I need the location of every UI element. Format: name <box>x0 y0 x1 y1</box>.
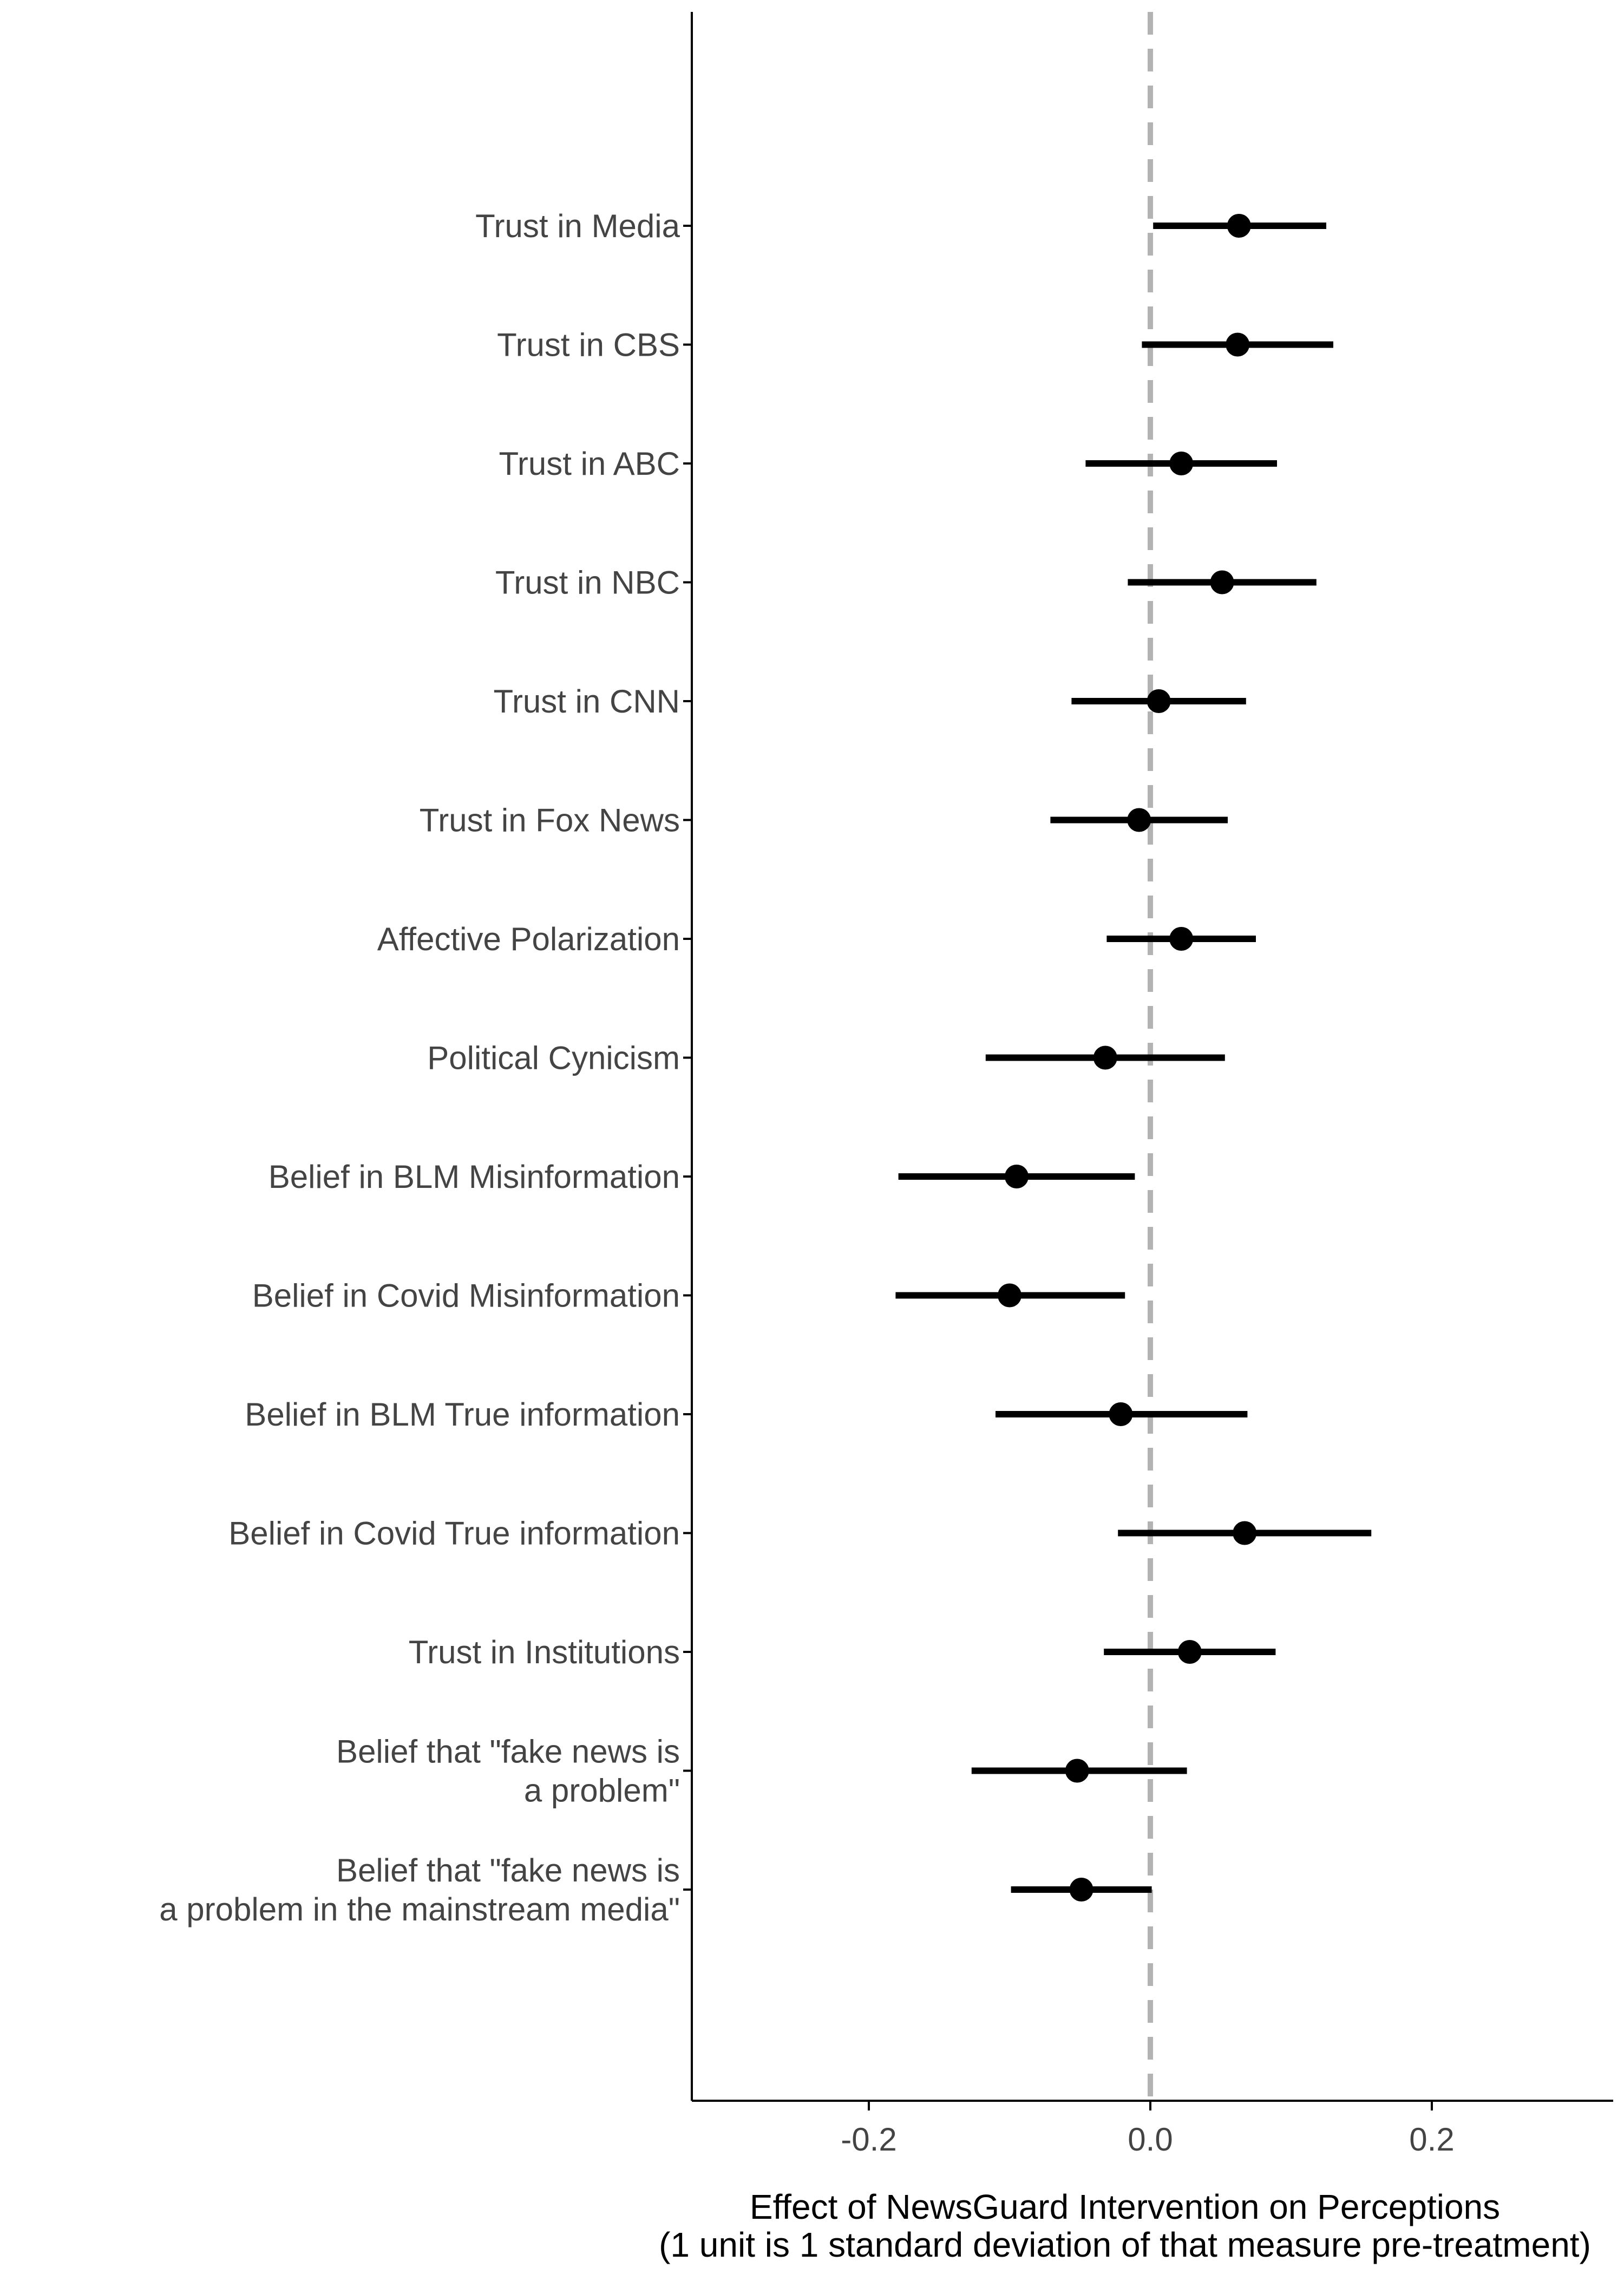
point-estimate <box>1227 214 1251 238</box>
x-tick-label: 0.2 <box>1409 2121 1454 2158</box>
category-label-line: Belief in Covid True information <box>228 1515 680 1552</box>
category-label: Belief that "fake news is a problem" <box>336 1734 680 1809</box>
category-label-line: a problem" <box>524 1773 680 1809</box>
category-label: Trust in CNN <box>494 683 680 720</box>
point-estimate <box>1233 1521 1257 1545</box>
category-label: Trust in Institutions <box>409 1634 680 1670</box>
point-estimate <box>1109 1402 1133 1426</box>
category-label-line: Trust in Media <box>475 208 680 244</box>
category-label: Trust in NBC <box>495 565 680 601</box>
point-estimate <box>998 1283 1021 1308</box>
category-label-line: Trust in Fox News <box>420 802 680 839</box>
x-axis-subtitle: (1 unit is 1 standard deviation of that … <box>659 2225 1591 2264</box>
category-label: Political Cynicism <box>427 1040 680 1076</box>
category-label: Belief in Covid True information <box>228 1515 680 1552</box>
category-label: Trust in Media <box>475 208 680 244</box>
point-estimate <box>1210 570 1234 594</box>
category-label-line: Political Cynicism <box>427 1040 680 1076</box>
category-label-line: Trust in CNN <box>494 683 680 720</box>
category-label: Trust in CBS <box>497 327 680 363</box>
point-estimate <box>1005 1165 1029 1188</box>
x-tick-label: -0.2 <box>841 2121 896 2158</box>
point-estimate <box>1069 1878 1093 1901</box>
category-label: Belief in Covid Misinformation <box>252 1278 680 1314</box>
point-estimate <box>1169 927 1194 951</box>
category-label-line: Belief that "fake news is <box>336 1852 680 1889</box>
axis-layer: -0.2 0.0 0.2 <box>683 12 1613 2158</box>
x-tick-label: 0.0 <box>1128 2121 1173 2158</box>
category-label-line: Trust in Institutions <box>409 1634 680 1670</box>
point-estimate <box>1065 1759 1089 1783</box>
point-estimate <box>1093 1045 1117 1070</box>
category-label: Belief in BLM True information <box>245 1396 680 1433</box>
x-axis-title: Effect of NewsGuard Intervention on Perc… <box>750 2187 1500 2226</box>
category-label-line: Trust in NBC <box>495 565 680 601</box>
category-label-line: Trust in ABC <box>499 446 680 482</box>
category-label-line: Belief in Covid Misinformation <box>252 1278 680 1314</box>
marks-layer <box>895 214 1372 1901</box>
category-label-line: Belief in BLM True information <box>245 1396 680 1433</box>
category-label-line: a problem in the mainstream media" <box>159 1891 680 1927</box>
labels-layer: Trust in Media Trust in CBS Trust in ABC Tr… <box>159 208 680 1927</box>
category-label: Trust in Fox News <box>420 802 680 839</box>
point-estimate <box>1177 1640 1202 1664</box>
category-label: Belief that "fake news is a problem in th… <box>159 1852 680 1927</box>
category-label: Belief in BLM Misinformation <box>269 1159 680 1195</box>
point-estimate <box>1127 808 1151 832</box>
point-estimate <box>1226 332 1250 357</box>
category-label: Trust in ABC <box>499 446 680 482</box>
point-estimate <box>1147 689 1171 713</box>
category-label-line: Trust in CBS <box>497 327 680 363</box>
point-estimate <box>1169 452 1194 475</box>
category-label-line: Belief in BLM Misinformation <box>269 1159 680 1195</box>
category-label: Affective Polarization <box>377 921 680 957</box>
category-label-line: Affective Polarization <box>377 921 680 957</box>
category-label-line: Belief that "fake news is <box>336 1734 680 1770</box>
